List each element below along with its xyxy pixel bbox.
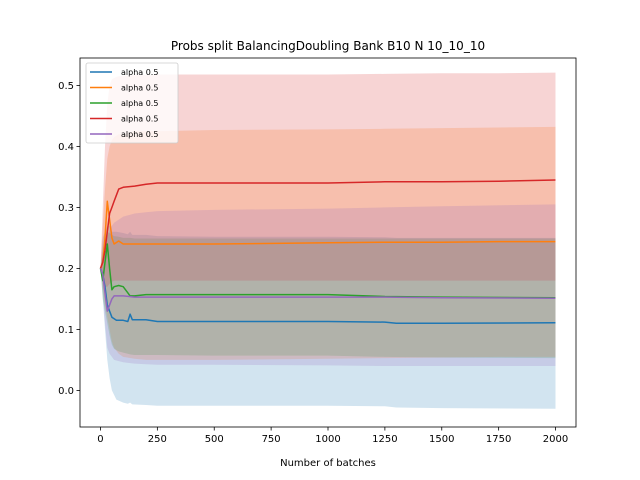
y-tick-label: 0.0 <box>58 386 74 397</box>
legend-label: alpha 0.5 <box>121 99 158 108</box>
y-tick-label: 0.3 <box>58 203 74 214</box>
y-tick-label: 0.1 <box>58 325 74 336</box>
series-5-line <box>99 268 556 312</box>
x-tick-label: 2000 <box>543 434 568 445</box>
confidence-bands <box>100 72 556 409</box>
legend-box <box>85 62 179 144</box>
y-tick-label: 0.4 <box>58 142 74 153</box>
x-tick-label: 0 <box>97 434 103 445</box>
series-2-line <box>99 200 556 269</box>
x-tick-label: 1750 <box>486 434 511 445</box>
legend-label: alpha 0.5 <box>121 84 158 93</box>
chart-title: Probs split BalancingDoubling Bank B10 N… <box>171 39 485 53</box>
series-5-band <box>100 204 556 366</box>
legend: alpha 0.5 alpha 0.5 alpha 0.5 alpha 0.5 alph… <box>85 62 179 144</box>
x-axis-ticks: 0 250 500 750 1000 1250 1500 1750 2000 <box>97 427 568 445</box>
legend-label: alpha 0.5 <box>121 115 158 124</box>
y-tick-label: 0.5 <box>58 81 74 92</box>
x-tick-label: 1000 <box>315 434 340 445</box>
legend-label: alpha 0.5 <box>121 130 158 139</box>
x-axis-label: Number of batches <box>280 458 376 469</box>
x-tick-label: 750 <box>262 434 281 445</box>
x-tick-label: 1250 <box>372 434 397 445</box>
series-4-band <box>100 72 556 287</box>
series-1-line <box>99 268 556 325</box>
series-lines <box>99 179 556 325</box>
series-1-band <box>100 225 556 409</box>
x-tick-label: 250 <box>148 434 167 445</box>
series-4-line <box>99 179 556 269</box>
series-3-line <box>99 243 556 299</box>
y-tick-label: 0.2 <box>58 264 74 275</box>
x-tick-label: 1500 <box>429 434 454 445</box>
x-tick-label: 500 <box>205 434 224 445</box>
y-axis-ticks: 0.0 0.1 0.2 0.3 0.4 0.5 <box>58 81 80 397</box>
legend-label: alpha 0.5 <box>121 68 158 77</box>
